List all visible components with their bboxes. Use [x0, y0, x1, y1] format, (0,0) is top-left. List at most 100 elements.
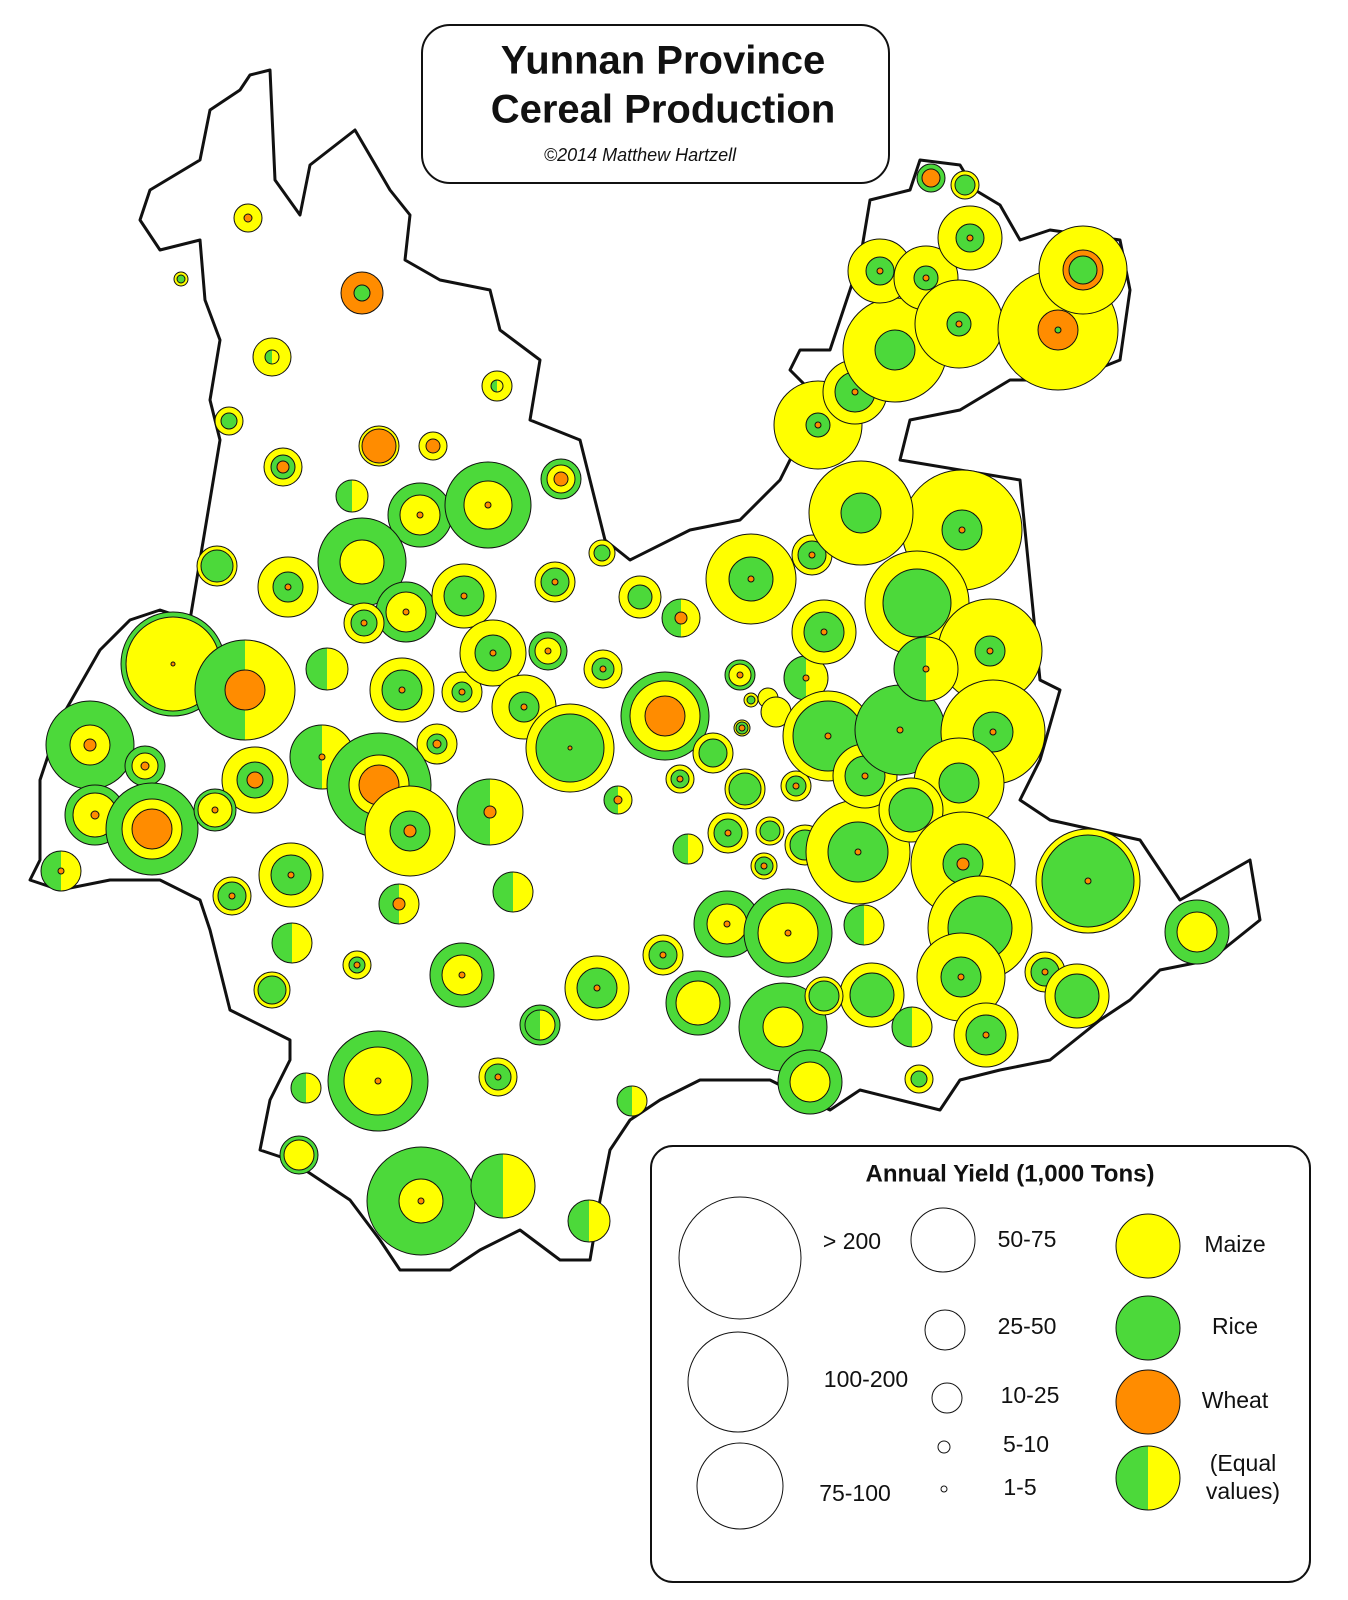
disk	[613, 795, 623, 805]
disk	[484, 501, 492, 509]
disk	[957, 973, 965, 981]
disk	[353, 284, 371, 302]
district-yield	[672, 833, 704, 865]
equal-left	[525, 1010, 540, 1040]
disk	[910, 1070, 928, 1088]
disk	[90, 810, 100, 820]
equal-left	[306, 648, 327, 690]
equal-right	[490, 779, 523, 845]
disk	[922, 665, 930, 673]
disk	[489, 649, 497, 657]
disk	[460, 592, 468, 600]
district-yield	[212, 876, 252, 916]
disk-outline	[1115, 1445, 1181, 1511]
disk	[728, 772, 762, 806]
disk	[483, 805, 497, 819]
district-yield	[743, 692, 759, 708]
district-yield	[263, 447, 303, 487]
equal-left	[195, 640, 245, 740]
district-yield	[620, 671, 710, 761]
equal-right	[806, 656, 828, 700]
disk	[938, 762, 980, 804]
disk	[593, 544, 611, 562]
equal-right	[540, 1010, 555, 1040]
disk	[83, 738, 97, 752]
district-yield	[950, 170, 980, 200]
size-label: 10-25	[1001, 1382, 1060, 1408]
disk	[820, 628, 828, 636]
disk	[599, 665, 607, 673]
credit: ©2014 Matthew Hartzell	[544, 145, 737, 165]
district-yield	[358, 425, 400, 467]
disk	[747, 575, 755, 583]
equal-right	[1148, 1446, 1180, 1510]
disk	[760, 862, 768, 870]
district-yield	[583, 649, 623, 689]
district-yield	[791, 534, 833, 576]
disk-outline	[271, 922, 313, 964]
district-yield	[755, 816, 785, 846]
size-label: 5-10	[1003, 1431, 1049, 1457]
disk	[1068, 255, 1098, 285]
district-yield	[441, 671, 483, 713]
crop-label: (Equal	[1210, 1450, 1276, 1476]
yield-circles	[40, 163, 1230, 1256]
equal-right	[688, 834, 703, 864]
disk	[1054, 326, 1062, 334]
district-yield	[317, 517, 407, 607]
district-yield	[743, 888, 833, 978]
district-yield	[916, 163, 946, 193]
disk	[849, 972, 895, 1018]
size-sample	[940, 1485, 948, 1493]
disk	[353, 961, 361, 969]
disk	[131, 808, 173, 850]
district-yield	[519, 1004, 561, 1046]
disk-outline	[843, 904, 885, 946]
district-yield	[665, 970, 731, 1036]
crop-key: Wheat	[1115, 1369, 1269, 1435]
disk	[567, 745, 573, 751]
district-yield	[567, 1199, 611, 1243]
disk	[361, 428, 397, 464]
disk	[339, 539, 385, 585]
equal-left	[379, 884, 399, 924]
equal-left	[784, 656, 806, 700]
disk	[675, 980, 721, 1026]
equal-right	[327, 648, 348, 690]
district-yield	[707, 812, 749, 854]
disk-outline	[567, 1199, 611, 1243]
equal-left	[41, 851, 61, 891]
disk-outline	[194, 639, 296, 741]
district-yield	[804, 976, 844, 1016]
district-yield	[904, 1064, 934, 1094]
disk	[723, 920, 731, 928]
disk-outline	[524, 1009, 556, 1041]
district-yield	[1164, 899, 1230, 965]
size-sample	[937, 1440, 951, 1454]
crop-swatch	[1115, 1213, 1181, 1279]
disk	[398, 686, 406, 694]
disk-outline	[616, 1085, 648, 1117]
district-yield	[194, 639, 296, 741]
district-yield	[196, 545, 238, 587]
district-yield	[777, 1049, 843, 1115]
equal-left	[892, 1007, 912, 1047]
district-yield	[843, 904, 885, 946]
district-yield	[1035, 828, 1141, 934]
district-yield	[335, 479, 369, 513]
disk	[458, 688, 466, 696]
disk	[644, 695, 686, 737]
disk	[958, 526, 966, 534]
legend-title: Annual Yield (1,000 Tons)	[866, 1160, 1155, 1187]
district-yield	[124, 745, 166, 787]
district-yield	[492, 871, 534, 913]
equal-right	[681, 599, 700, 637]
crop-key: Rice	[1115, 1295, 1258, 1361]
district-yield	[540, 458, 582, 500]
disk	[676, 775, 684, 783]
disk	[318, 753, 326, 761]
district-yield	[661, 598, 701, 638]
district-yield	[193, 788, 237, 832]
district-yield	[173, 271, 189, 287]
